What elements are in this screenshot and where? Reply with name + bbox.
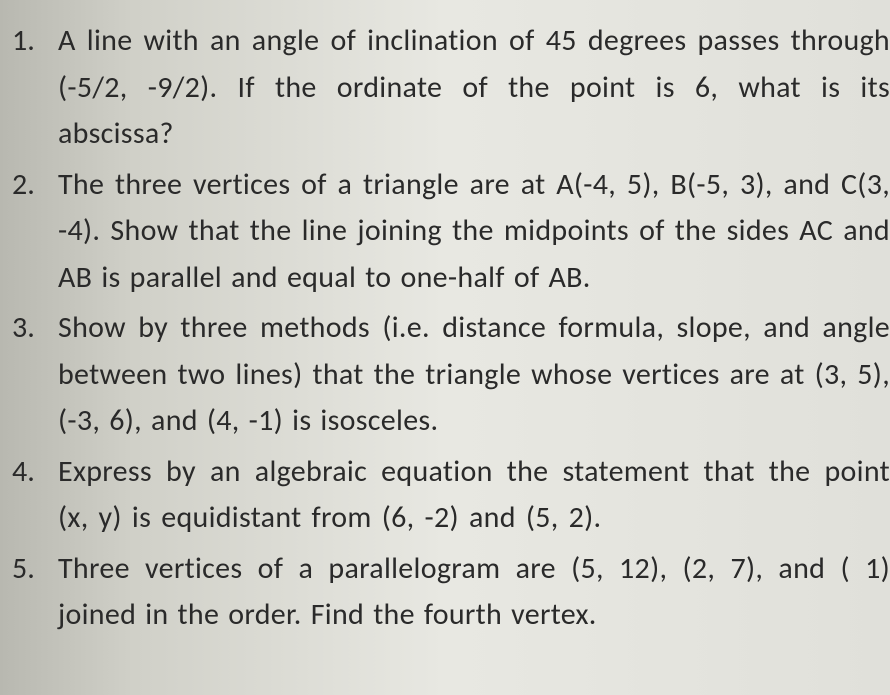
question-item: 4. Express by an algebraic equation the … bbox=[8, 449, 890, 542]
question-item: 1. A line with an angle of inclination o… bbox=[8, 18, 890, 158]
question-number: 4. bbox=[8, 449, 58, 496]
question-text: Express by an algebraic equation the sta… bbox=[58, 449, 890, 542]
question-text: Show by three methods (i.e. distance for… bbox=[58, 305, 890, 445]
question-number: 1. bbox=[8, 18, 58, 65]
question-number: 5. bbox=[8, 546, 58, 593]
question-item: 2. The three vertices of a triangle are … bbox=[8, 162, 890, 302]
question-list: 1. A line with an angle of inclination o… bbox=[8, 18, 890, 639]
question-number: 3. bbox=[8, 305, 58, 352]
question-text: A line with an angle of inclination of 4… bbox=[58, 18, 890, 158]
question-text: The three vertices of a triangle are at … bbox=[58, 162, 890, 302]
question-text: Three vertices of a parallelogram are (5… bbox=[58, 546, 890, 639]
question-item: 3. Show by three methods (i.e. distance … bbox=[8, 305, 890, 445]
question-number: 2. bbox=[8, 162, 58, 209]
question-item: 5. Three vertices of a parallelogram are… bbox=[8, 546, 890, 639]
